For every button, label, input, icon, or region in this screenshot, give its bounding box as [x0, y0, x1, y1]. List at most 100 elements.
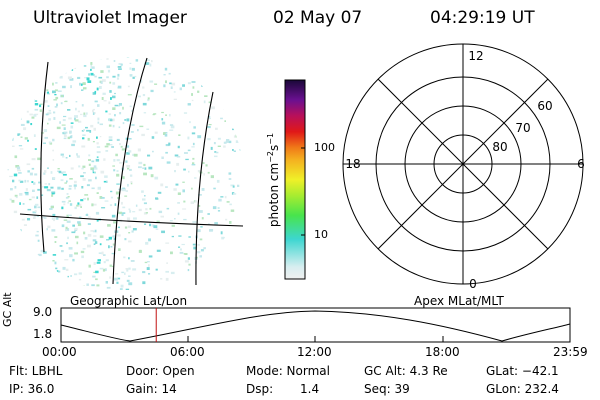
uv-speckle — [92, 230, 95, 233]
uv-speckle — [52, 260, 55, 262]
uv-speckle — [210, 146, 213, 150]
uv-speckle — [169, 114, 171, 117]
uv-speckle — [193, 126, 196, 129]
uv-speckle — [54, 241, 57, 243]
uv-speckle — [62, 156, 65, 158]
uv-speckle — [188, 236, 191, 238]
uv-speckle — [113, 221, 117, 224]
uv-speckle — [52, 177, 56, 179]
uv-speckle — [83, 289, 88, 290]
uv-speckle — [56, 63, 59, 65]
uv-speckle — [99, 243, 102, 246]
uv-speckle — [152, 150, 154, 153]
uv-speckle — [168, 72, 171, 75]
dsp-label: Dsp: — [246, 382, 274, 396]
uv-speckle — [96, 284, 100, 287]
uv-speckle — [120, 284, 124, 288]
uv-speckle — [33, 216, 36, 219]
uv-speckle — [84, 77, 88, 79]
uv-speckle — [68, 187, 72, 190]
uv-speckle — [93, 167, 98, 170]
apex-panel-label: Apex MLat/MLT — [414, 294, 504, 308]
uv-speckle — [10, 100, 14, 104]
mlat-label-60: 60 — [537, 99, 552, 113]
uv-speckle — [151, 224, 155, 227]
uv-speckle — [187, 82, 191, 85]
uv-speckle — [106, 286, 111, 289]
uv-speckle — [78, 165, 81, 168]
uv-speckle — [39, 103, 43, 105]
uv-speckle — [124, 195, 128, 197]
uv-speckle — [89, 130, 92, 133]
uv-speckle — [61, 224, 65, 228]
uv-speckle — [226, 250, 229, 253]
uv-speckle — [9, 97, 12, 101]
uv-speckle — [140, 79, 143, 83]
colorbar: 100 10 photon cm−2s−1 — [266, 79, 306, 280]
uv-speckle — [43, 100, 48, 103]
uv-speckle — [233, 264, 236, 267]
uv-speckle — [184, 260, 189, 263]
uv-speckle — [31, 181, 34, 183]
uv-speckle — [230, 184, 235, 187]
uv-speckle — [53, 286, 57, 290]
uv-speckle — [8, 65, 12, 68]
uv-speckle — [232, 149, 234, 151]
uv-speckle — [69, 136, 72, 139]
uv-speckle — [108, 139, 113, 141]
uv-speckle — [80, 250, 85, 254]
uv-speckle — [208, 124, 212, 126]
uv-speckle — [25, 279, 28, 282]
uv-speckle — [193, 246, 197, 250]
uv-speckle — [178, 235, 182, 237]
uv-speckle — [80, 175, 84, 178]
uv-speckle — [75, 287, 80, 290]
uv-speckle — [92, 108, 95, 111]
uv-speckle — [39, 70, 43, 74]
uv-speckle — [62, 171, 66, 173]
uv-speckle — [19, 193, 23, 196]
uv-speckle — [182, 208, 187, 210]
uv-speckle — [74, 117, 76, 121]
uv-speckle — [97, 186, 101, 190]
uv-speckle — [61, 172, 64, 175]
uv-speckle — [68, 247, 73, 250]
uv-speckle — [230, 252, 235, 254]
uv-speckle — [173, 91, 176, 93]
uv-speckle — [117, 66, 122, 68]
uv-speckle — [90, 167, 94, 171]
uv-speckle — [19, 202, 21, 205]
uv-speckle — [228, 102, 232, 105]
uv-speckle — [109, 144, 113, 146]
uv-speckle — [192, 86, 195, 89]
uv-speckle — [12, 127, 16, 129]
uv-speckle — [232, 185, 235, 188]
uv-speckle — [245, 250, 247, 253]
uv-speckle — [190, 201, 194, 204]
uv-speckle — [217, 137, 221, 140]
uv-speckle — [97, 117, 100, 121]
uv-speckle — [126, 57, 130, 58]
uv-speckle — [43, 170, 47, 173]
uv-speckle — [137, 148, 141, 152]
uv-speckle — [126, 118, 130, 122]
uv-speckle — [23, 273, 26, 277]
uv-speckle — [72, 66, 77, 69]
uv-speckle — [185, 158, 189, 161]
uv-speckle — [124, 272, 126, 275]
uv-speckle — [173, 98, 177, 100]
uv-speckle — [119, 161, 123, 164]
uv-speckle — [217, 259, 220, 261]
uv-speckle — [71, 143, 75, 147]
uv-speckle — [11, 271, 14, 274]
mlat-label-80: 80 — [492, 140, 507, 154]
uv-speckle — [242, 195, 243, 198]
uv-speckle — [53, 278, 55, 281]
uv-speckle — [207, 116, 211, 118]
uv-speckle — [90, 64, 93, 68]
uv-speckle — [9, 137, 14, 141]
uv-speckle — [34, 148, 37, 150]
uv-speckle — [67, 61, 71, 64]
uv-speckle — [72, 224, 75, 227]
uv-speckle — [100, 170, 105, 174]
